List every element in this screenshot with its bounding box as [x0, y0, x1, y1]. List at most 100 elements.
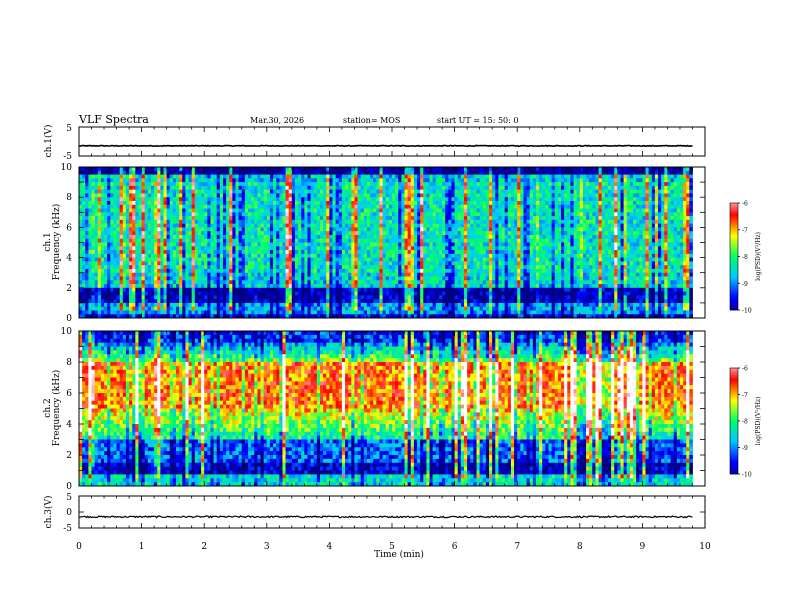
spectrogram-cell: [357, 170, 362, 175]
spectrogram-cell: [407, 200, 412, 206]
spectrogram-cell: [351, 287, 355, 292]
spectrogram-cell: [219, 261, 224, 266]
spectrogram-cell: [376, 291, 380, 296]
spectrogram-cell: [97, 302, 102, 308]
spectrogram-cell: [185, 193, 189, 198]
spectrogram-cell: [154, 268, 158, 274]
spectrogram-cell: [88, 250, 92, 255]
spectrogram-cell: [323, 291, 327, 296]
spectrogram-cell: [119, 223, 124, 228]
spectrogram-cell: [266, 234, 271, 240]
spectrogram-cell: [194, 310, 199, 315]
spectrogram-cell: [279, 189, 283, 194]
spectrogram-cell: [445, 295, 449, 300]
spectrogram-cell: [395, 306, 399, 311]
spectrogram-cell: [254, 257, 258, 262]
spectrogram-cell: [417, 193, 421, 198]
spectrogram-cell: [79, 306, 83, 311]
spectrogram-cell: [420, 242, 424, 247]
spectrogram-cell: [88, 185, 92, 191]
spectrogram-cell: [263, 276, 268, 281]
spectrogram-cell: [222, 193, 227, 198]
spectrogram-cell: [366, 280, 371, 285]
spectrogram-cell: [307, 253, 312, 258]
spectrogram-cell: [454, 185, 459, 191]
spectrogram-cell: [294, 238, 299, 243]
spectrogram-cell: [429, 174, 434, 179]
spectrogram-cell: [395, 280, 399, 285]
spectrogram-cell: [226, 268, 230, 274]
figure-title: VLF Spectra: [78, 113, 149, 126]
spectrogram-cell: [254, 185, 258, 191]
spectrogram-cell: [235, 284, 240, 289]
spectrogram-cell: [445, 246, 449, 251]
spectrogram-cell: [79, 167, 83, 172]
spectrogram-cell: [172, 212, 177, 217]
spectrogram-cell: [269, 227, 274, 232]
spectrogram-cell: [338, 216, 343, 221]
spectrogram-cell: [132, 182, 136, 187]
spectrogram-cell: [442, 280, 446, 285]
spectrogram-cell: [382, 242, 387, 247]
spectrogram-cell: [373, 310, 377, 315]
spectrogram-cell: [307, 170, 312, 175]
spectrogram-cell: [276, 223, 280, 228]
spectrogram-cell: [279, 170, 283, 175]
spectrogram-cell: [279, 287, 283, 292]
spectrogram-cell: [332, 174, 337, 179]
spectrogram-cell: [382, 299, 387, 304]
spectrogram-cell: [213, 208, 218, 213]
spectrogram-cell: [294, 185, 299, 191]
spectrogram-cell: [251, 272, 255, 277]
spectrogram-cell: [213, 200, 218, 206]
spectrogram-cell: [310, 204, 315, 209]
spectrogram-cell: [266, 314, 271, 319]
spectrogram-cell: [179, 182, 183, 187]
spectrogram-cell: [110, 299, 114, 304]
spectrogram-cell: [204, 276, 208, 281]
spectrogram-cell: [150, 170, 155, 175]
spectrogram-cell: [182, 302, 186, 308]
spectrogram-cell: [157, 212, 161, 217]
spectrogram-cell: [141, 268, 146, 274]
spectrogram-cell: [313, 219, 318, 225]
spectrogram-cell: [423, 257, 427, 262]
spectrogram-cell: [144, 280, 149, 285]
spectrogram-cell: [304, 291, 308, 296]
spectrogram-cell: [360, 238, 365, 243]
spectrogram-cell: [144, 178, 149, 183]
spectrogram-cell: [313, 268, 318, 274]
spectrogram-cell: [307, 208, 312, 213]
spectrogram-cell: [138, 223, 142, 228]
spectrogram-cell: [326, 219, 330, 225]
spectrogram-cell: [122, 314, 127, 319]
spectrogram-cell: [82, 167, 86, 172]
spectrogram-cell: [451, 174, 455, 179]
spectrogram-cell: [154, 310, 158, 315]
spectrogram-cell: [398, 314, 402, 319]
spectrogram-cell: [451, 314, 455, 319]
spectrogram-cell: [263, 189, 268, 194]
spectrogram-cell: [298, 227, 302, 232]
spectrogram-cell: [116, 234, 121, 240]
spectrogram-cell: [357, 231, 362, 236]
spectrogram-cell: [248, 185, 252, 191]
spectrogram-cell: [382, 272, 387, 277]
spectrogram-cell: [244, 261, 249, 266]
spectrogram-cell: [135, 167, 139, 172]
spectrogram-cell: [244, 272, 249, 277]
spectrogram-cell: [373, 234, 377, 240]
spectrogram-cell: [417, 246, 421, 251]
spectrogram-cell: [241, 287, 246, 292]
spectrogram-cell: [385, 280, 390, 285]
spectrogram-cell: [413, 189, 418, 194]
spectrogram-cell: [363, 231, 368, 236]
spectrogram-cell: [288, 238, 293, 243]
spectrogram-cell: [144, 265, 149, 270]
spectrogram-cell: [269, 174, 274, 179]
spectrogram-cell: [294, 219, 299, 225]
spectrogram-cell: [241, 178, 246, 183]
spectrogram-cell: [179, 234, 183, 240]
spectrogram-cell: [176, 284, 180, 289]
spectrogram-cell: [88, 242, 92, 247]
